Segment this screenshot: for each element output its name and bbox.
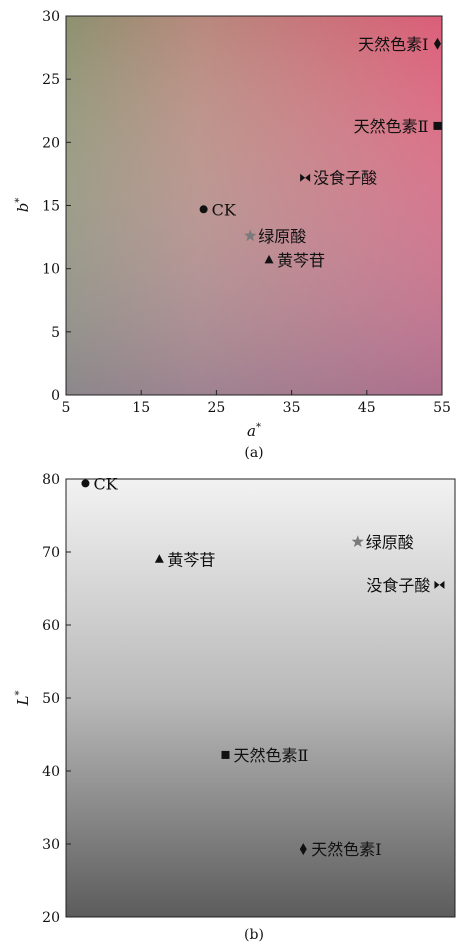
point-label-a: 黄芩苷	[277, 251, 325, 270]
point-label-b: 绿原酸	[366, 533, 414, 552]
point-label-b: 没食子酸	[366, 576, 430, 595]
point-label-a: 绿原酸	[258, 227, 306, 246]
x-tick-label-a: 5	[62, 400, 71, 416]
y-tick-label-b: 50	[42, 691, 60, 707]
point-label-a: 没食子酸	[313, 169, 377, 188]
data-point-b	[434, 580, 445, 589]
point-label-b: CK	[93, 474, 118, 493]
point-label-b: 天然色素Ⅱ	[233, 746, 308, 765]
y-tick-label-a: 20	[42, 135, 60, 151]
y-tick-label-a: 10	[42, 262, 60, 278]
x-tick-label-a: 15	[132, 400, 150, 416]
x-tick-label-a: 45	[358, 400, 376, 416]
data-point-b	[221, 750, 230, 759]
y-axis-title-b: L*	[14, 691, 32, 707]
plot-area-b	[66, 479, 455, 917]
x-tick-label-a: 55	[433, 400, 451, 416]
data-point-b	[154, 554, 164, 563]
point-label-a: 天然色素Ⅱ	[354, 117, 429, 136]
x-tick-label-a: 35	[283, 400, 301, 416]
data-point-a	[433, 37, 441, 50]
y-tick-label-b: 60	[42, 618, 60, 634]
point-label-b: 天然色素Ⅰ	[311, 840, 381, 859]
point-label-a: 天然色素Ⅰ	[358, 35, 428, 54]
y-tick-label-b: 70	[42, 545, 60, 561]
data-point-a	[433, 121, 442, 130]
data-point-a	[199, 205, 208, 214]
y-tick-label-a: 25	[42, 72, 60, 88]
point-label-b: 黄芩苷	[167, 550, 215, 569]
x-tick-label-a: 25	[207, 400, 225, 416]
caption-b: (b)	[244, 927, 264, 943]
data-point-a	[244, 229, 257, 242]
y-tick-label-a: 30	[42, 9, 60, 25]
y-tick-label-a: 5	[51, 325, 60, 341]
y-axis-title-a: b*	[14, 198, 32, 213]
caption-a: (a)	[244, 445, 263, 461]
data-point-a	[300, 173, 311, 182]
point-label-a: CK	[212, 200, 237, 219]
plot-area-a-shade	[66, 16, 442, 395]
y-tick-label-b: 20	[42, 910, 60, 926]
y-tick-label-b: 40	[42, 764, 60, 780]
y-tick-label-a: 0	[51, 388, 60, 404]
data-point-b	[81, 479, 90, 488]
y-tick-label-a: 15	[42, 199, 60, 215]
y-tick-label-b: 80	[42, 472, 60, 488]
data-point-a	[264, 254, 274, 264]
y-tick-label-b: 30	[42, 837, 60, 853]
x-axis-title-a: a*	[247, 422, 261, 440]
data-point-b	[351, 535, 364, 547]
data-point-b	[299, 843, 307, 856]
